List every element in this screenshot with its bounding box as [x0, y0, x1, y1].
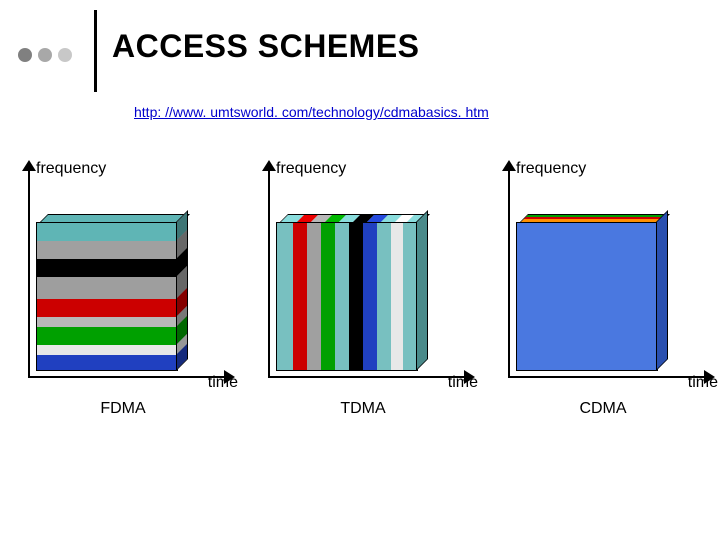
y-axis — [268, 166, 270, 376]
title-divider — [94, 10, 97, 92]
bullet-dot — [58, 48, 72, 62]
panel-label: FDMA — [8, 400, 238, 418]
y-axis-label: frequency — [276, 160, 346, 178]
x-axis — [268, 376, 468, 378]
cube-side-face — [416, 210, 428, 371]
x-axis — [508, 376, 708, 378]
bullet-dot — [18, 48, 32, 62]
cube-side-face — [176, 210, 188, 371]
x-axis — [28, 376, 228, 378]
title-bullets — [18, 48, 72, 62]
y-axis — [508, 166, 510, 376]
cube-front-face — [36, 222, 178, 371]
fdma-cube — [36, 214, 186, 369]
x-axis-label: time — [208, 374, 238, 392]
bullet-dot — [38, 48, 52, 62]
source-link[interactable]: http: //www. umtsworld. com/technology/c… — [134, 104, 489, 120]
panel-fdma: frequency time FDMA — [8, 160, 238, 420]
x-axis-label: time — [688, 374, 718, 392]
y-axis — [28, 166, 30, 376]
panel-label: TDMA — [248, 400, 478, 418]
panel-tdma: frequency time TDMA — [248, 160, 478, 420]
cdma-cube — [516, 214, 666, 369]
panel-cdma: frequency time CDMA — [488, 160, 718, 420]
y-axis-label: frequency — [516, 160, 586, 178]
page-title: ACCESS SCHEMES — [112, 28, 420, 65]
diagram-row: frequency time FDMA frequency time — [8, 160, 718, 420]
cube-side-face — [656, 210, 668, 371]
x-axis-label: time — [448, 374, 478, 392]
y-axis-label: frequency — [36, 160, 106, 178]
tdma-cube — [276, 214, 426, 369]
panel-label: CDMA — [488, 400, 718, 418]
cube-front-face — [516, 222, 658, 371]
cube-front-face — [276, 222, 418, 371]
